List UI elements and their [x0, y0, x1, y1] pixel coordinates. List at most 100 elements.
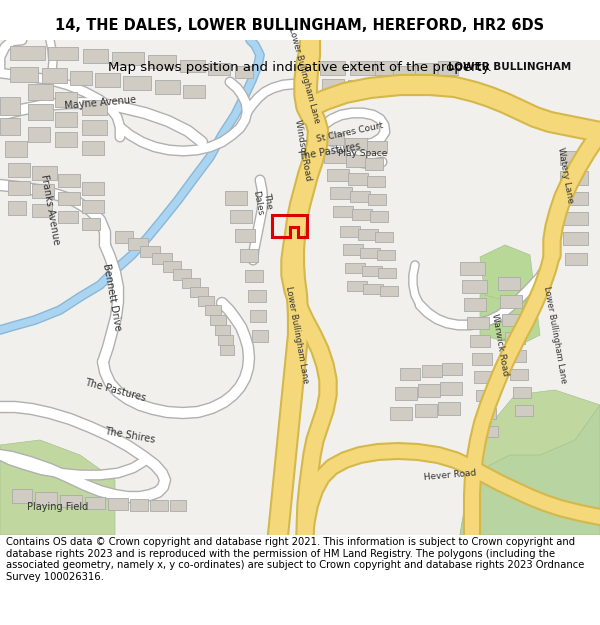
Polygon shape: [350, 191, 370, 202]
Polygon shape: [380, 286, 398, 296]
Polygon shape: [324, 151, 346, 163]
Polygon shape: [348, 80, 370, 93]
Text: Warwick Road: Warwick Road: [490, 313, 510, 377]
Polygon shape: [472, 353, 492, 365]
Polygon shape: [220, 345, 234, 355]
Polygon shape: [128, 238, 148, 250]
Text: The Pastures: The Pastures: [298, 142, 362, 162]
Polygon shape: [508, 350, 526, 362]
Polygon shape: [130, 499, 148, 511]
Polygon shape: [415, 404, 437, 417]
Polygon shape: [28, 127, 50, 142]
Polygon shape: [375, 232, 393, 242]
Text: Play Space: Play Space: [338, 149, 388, 158]
Polygon shape: [28, 84, 53, 100]
Polygon shape: [5, 141, 27, 157]
Polygon shape: [365, 158, 383, 170]
Polygon shape: [82, 141, 104, 155]
Polygon shape: [474, 371, 492, 383]
Polygon shape: [415, 63, 437, 77]
Polygon shape: [32, 166, 57, 180]
Polygon shape: [148, 55, 176, 68]
Polygon shape: [82, 100, 107, 115]
Polygon shape: [560, 151, 588, 165]
Polygon shape: [70, 71, 92, 85]
Polygon shape: [248, 290, 266, 302]
Polygon shape: [55, 112, 77, 127]
Polygon shape: [480, 426, 498, 437]
Polygon shape: [210, 315, 226, 325]
Polygon shape: [327, 169, 349, 181]
Polygon shape: [83, 49, 108, 63]
Polygon shape: [498, 277, 520, 290]
Polygon shape: [85, 497, 105, 509]
Polygon shape: [82, 182, 104, 195]
Polygon shape: [460, 390, 600, 535]
Text: 14, THE DALES, LOWER BULLINGHAM, HEREFORD, HR2 6DS: 14, THE DALES, LOWER BULLINGHAM, HEREFOR…: [55, 18, 545, 32]
Polygon shape: [82, 120, 107, 135]
Text: The Shires: The Shires: [104, 426, 156, 444]
Polygon shape: [10, 67, 38, 82]
Polygon shape: [252, 330, 268, 342]
Polygon shape: [320, 61, 345, 75]
Polygon shape: [513, 387, 531, 398]
Text: Lower Bullingham Lane: Lower Bullingham Lane: [287, 26, 321, 124]
Polygon shape: [48, 47, 78, 60]
Polygon shape: [245, 270, 263, 282]
Polygon shape: [560, 192, 588, 205]
Polygon shape: [560, 212, 588, 225]
Polygon shape: [58, 211, 78, 223]
Text: Hever Road: Hever Road: [424, 468, 476, 482]
Polygon shape: [32, 184, 54, 198]
Polygon shape: [368, 194, 386, 205]
Polygon shape: [0, 97, 20, 115]
Polygon shape: [112, 52, 144, 65]
Text: Mayne Avenue: Mayne Avenue: [64, 95, 136, 111]
Text: St Clares Court: St Clares Court: [316, 121, 384, 144]
Polygon shape: [400, 368, 420, 380]
Text: Windsor Road: Windsor Road: [293, 119, 313, 181]
Polygon shape: [330, 187, 352, 199]
Polygon shape: [10, 46, 45, 60]
Text: Franks Avenue: Franks Avenue: [39, 174, 61, 246]
Polygon shape: [322, 133, 344, 145]
Polygon shape: [343, 244, 363, 255]
Polygon shape: [8, 181, 30, 195]
Polygon shape: [8, 163, 30, 177]
Polygon shape: [377, 250, 395, 260]
Polygon shape: [462, 280, 487, 293]
Polygon shape: [183, 85, 205, 98]
Polygon shape: [460, 262, 485, 275]
Polygon shape: [505, 332, 525, 344]
Polygon shape: [438, 61, 458, 75]
Polygon shape: [82, 200, 104, 213]
Polygon shape: [358, 229, 378, 240]
Polygon shape: [218, 335, 233, 345]
Polygon shape: [55, 132, 77, 147]
Polygon shape: [395, 387, 417, 400]
Polygon shape: [82, 218, 100, 230]
Polygon shape: [240, 249, 258, 262]
Polygon shape: [170, 500, 186, 511]
Polygon shape: [375, 61, 397, 75]
Polygon shape: [418, 384, 440, 397]
Polygon shape: [225, 191, 247, 205]
Polygon shape: [208, 63, 230, 75]
Polygon shape: [42, 68, 67, 83]
Polygon shape: [372, 81, 392, 94]
Text: LOWER BULLINGHAM: LOWER BULLINGHAM: [448, 62, 572, 72]
Polygon shape: [35, 492, 57, 505]
Text: Lower Bullingham Lane: Lower Bullingham Lane: [284, 286, 310, 384]
Polygon shape: [480, 245, 535, 305]
Polygon shape: [58, 192, 80, 205]
Polygon shape: [565, 253, 587, 265]
Polygon shape: [478, 408, 496, 419]
Polygon shape: [480, 280, 540, 345]
Text: Map shows position and indicative extent of the property.: Map shows position and indicative extent…: [108, 61, 492, 74]
Polygon shape: [333, 206, 353, 217]
Polygon shape: [467, 317, 489, 329]
Polygon shape: [348, 173, 368, 185]
Polygon shape: [360, 248, 380, 258]
Text: The Pastures: The Pastures: [83, 377, 147, 403]
Polygon shape: [440, 382, 462, 395]
